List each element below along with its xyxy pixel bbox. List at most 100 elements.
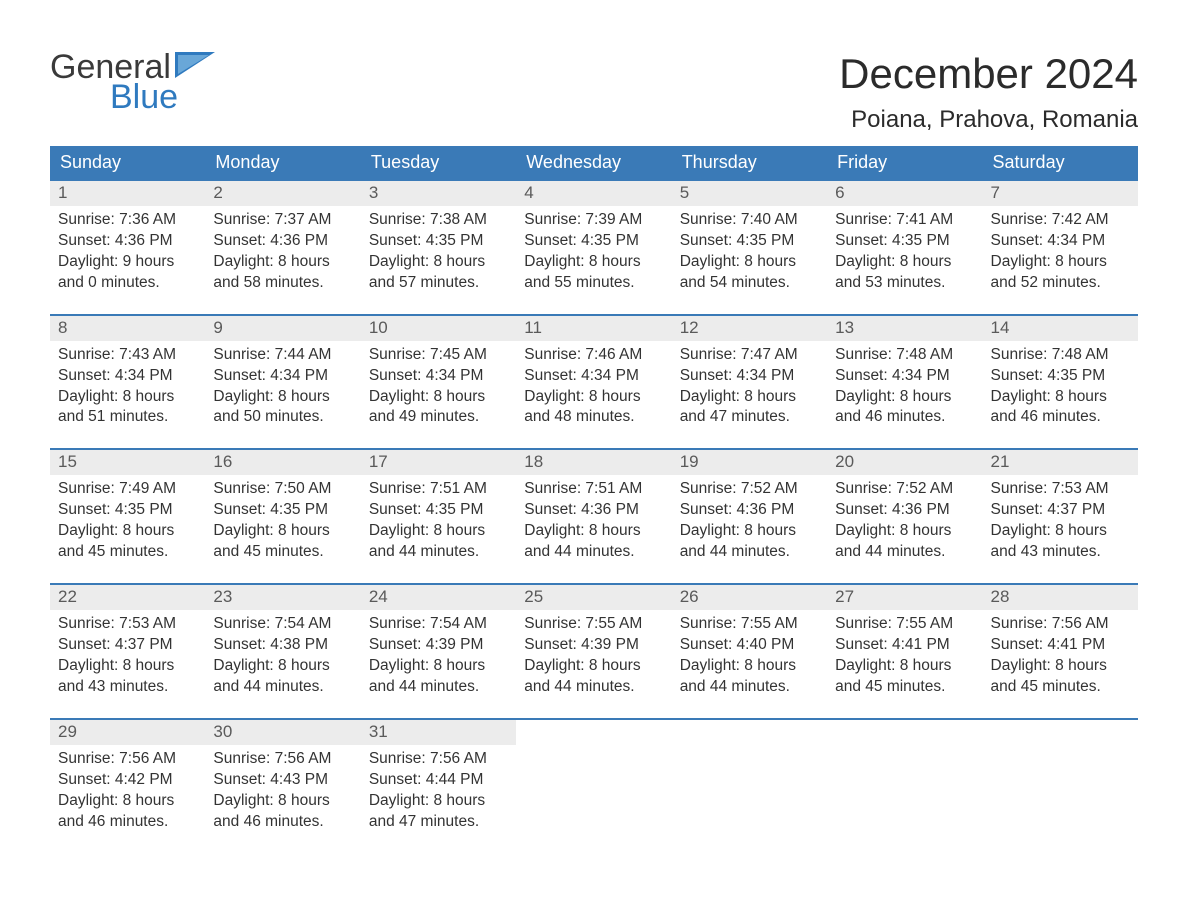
day-details: Sunrise: 7:53 AMSunset: 4:37 PMDaylight:…: [50, 610, 205, 718]
daylight-line-1: Daylight: 8 hours: [213, 791, 352, 812]
sunset-line: Sunset: 4:36 PM: [835, 500, 974, 521]
day-data-cell: Sunrise: 7:38 AMSunset: 4:35 PMDaylight:…: [361, 206, 516, 315]
sunrise-line: Sunrise: 7:54 AM: [213, 614, 352, 635]
weekday-header: Monday: [205, 146, 360, 180]
day-cell: 8: [50, 315, 205, 341]
title-block: December 2024 Poiana, Prahova, Romania: [839, 50, 1138, 134]
day-cell: 24: [361, 584, 516, 610]
sunrise-line: Sunrise: 7:51 AM: [369, 479, 508, 500]
day-details: Sunrise: 7:38 AMSunset: 4:35 PMDaylight:…: [361, 206, 516, 314]
week-data-row: Sunrise: 7:43 AMSunset: 4:34 PMDaylight:…: [50, 341, 1138, 450]
sunrise-line: Sunrise: 7:40 AM: [680, 210, 819, 231]
sunrise-line: Sunrise: 7:46 AM: [524, 345, 663, 366]
day-details: Sunrise: 7:45 AMSunset: 4:34 PMDaylight:…: [361, 341, 516, 449]
day-data-cell: Sunrise: 7:36 AMSunset: 4:36 PMDaylight:…: [50, 206, 205, 315]
sunrise-line: Sunrise: 7:37 AM: [213, 210, 352, 231]
sunrise-line: Sunrise: 7:36 AM: [58, 210, 197, 231]
day-number: [983, 720, 1138, 742]
day-data-cell: Sunrise: 7:53 AMSunset: 4:37 PMDaylight:…: [983, 475, 1138, 584]
sunset-line: Sunset: 4:37 PM: [58, 635, 197, 656]
sunrise-line: Sunrise: 7:45 AM: [369, 345, 508, 366]
daylight-line-1: Daylight: 8 hours: [58, 656, 197, 677]
daylight-line-1: Daylight: 8 hours: [680, 252, 819, 273]
daylight-line-1: Daylight: 8 hours: [524, 521, 663, 542]
daylight-line-2: and 46 minutes.: [835, 407, 974, 428]
header-row: General Blue December 2024 Poiana, Praho…: [50, 50, 1138, 134]
day-details: Sunrise: 7:56 AMSunset: 4:41 PMDaylight:…: [983, 610, 1138, 718]
day-details: Sunrise: 7:52 AMSunset: 4:36 PMDaylight:…: [827, 475, 982, 583]
day-number: 21: [983, 450, 1138, 475]
sunset-line: Sunset: 4:37 PM: [991, 500, 1130, 521]
sunrise-line: Sunrise: 7:56 AM: [991, 614, 1130, 635]
day-cell: 10: [361, 315, 516, 341]
sunset-line: Sunset: 4:36 PM: [680, 500, 819, 521]
day-number: 7: [983, 181, 1138, 206]
day-number: 3: [361, 181, 516, 206]
flag-icon: [175, 52, 215, 78]
sunrise-line: Sunrise: 7:48 AM: [991, 345, 1130, 366]
sunset-line: Sunset: 4:34 PM: [369, 366, 508, 387]
day-cell: 13: [827, 315, 982, 341]
sunrise-line: Sunrise: 7:49 AM: [58, 479, 197, 500]
day-cell: 9: [205, 315, 360, 341]
day-data-cell: Sunrise: 7:55 AMSunset: 4:39 PMDaylight:…: [516, 610, 671, 719]
day-cell: 15: [50, 449, 205, 475]
day-details: Sunrise: 7:50 AMSunset: 4:35 PMDaylight:…: [205, 475, 360, 583]
day-data-cell: [516, 745, 671, 853]
day-data-cell: [827, 745, 982, 853]
daylight-line-2: and 44 minutes.: [524, 677, 663, 698]
daylight-line-2: and 44 minutes.: [680, 542, 819, 563]
page-title: December 2024: [839, 50, 1138, 98]
daylight-line-1: Daylight: 8 hours: [524, 656, 663, 677]
day-data-cell: Sunrise: 7:56 AMSunset: 4:41 PMDaylight:…: [983, 610, 1138, 719]
day-details: Sunrise: 7:53 AMSunset: 4:37 PMDaylight:…: [983, 475, 1138, 583]
daylight-line-1: Daylight: 8 hours: [213, 656, 352, 677]
day-number: 16: [205, 450, 360, 475]
day-details: Sunrise: 7:48 AMSunset: 4:34 PMDaylight:…: [827, 341, 982, 449]
sunrise-line: Sunrise: 7:53 AM: [991, 479, 1130, 500]
day-cell: 2: [205, 180, 360, 206]
day-data-cell: Sunrise: 7:48 AMSunset: 4:35 PMDaylight:…: [983, 341, 1138, 450]
day-details: Sunrise: 7:55 AMSunset: 4:41 PMDaylight:…: [827, 610, 982, 718]
sunset-line: Sunset: 4:35 PM: [835, 231, 974, 252]
day-number: 13: [827, 316, 982, 341]
day-data-cell: Sunrise: 7:40 AMSunset: 4:35 PMDaylight:…: [672, 206, 827, 315]
daylight-line-2: and 44 minutes.: [369, 542, 508, 563]
day-data-cell: Sunrise: 7:47 AMSunset: 4:34 PMDaylight:…: [672, 341, 827, 450]
day-number: 28: [983, 585, 1138, 610]
sunrise-line: Sunrise: 7:47 AM: [680, 345, 819, 366]
daylight-line-1: Daylight: 8 hours: [58, 791, 197, 812]
daylight-line-1: Daylight: 8 hours: [991, 252, 1130, 273]
daylight-line-1: Daylight: 8 hours: [835, 656, 974, 677]
day-cell: [672, 719, 827, 745]
week-data-row: Sunrise: 7:36 AMSunset: 4:36 PMDaylight:…: [50, 206, 1138, 315]
day-number: 11: [516, 316, 671, 341]
sunset-line: Sunset: 4:41 PM: [835, 635, 974, 656]
day-data-cell: Sunrise: 7:48 AMSunset: 4:34 PMDaylight:…: [827, 341, 982, 450]
sunrise-line: Sunrise: 7:53 AM: [58, 614, 197, 635]
day-number: 24: [361, 585, 516, 610]
day-cell: 21: [983, 449, 1138, 475]
daylight-line-2: and 53 minutes.: [835, 273, 974, 294]
day-number: 20: [827, 450, 982, 475]
day-number: 29: [50, 720, 205, 745]
day-cell: 3: [361, 180, 516, 206]
day-data-cell: Sunrise: 7:51 AMSunset: 4:36 PMDaylight:…: [516, 475, 671, 584]
day-details: Sunrise: 7:47 AMSunset: 4:34 PMDaylight:…: [672, 341, 827, 449]
day-details: Sunrise: 7:44 AMSunset: 4:34 PMDaylight:…: [205, 341, 360, 449]
day-cell: 17: [361, 449, 516, 475]
daylight-line-2: and 46 minutes.: [213, 812, 352, 833]
day-number: 17: [361, 450, 516, 475]
sunrise-line: Sunrise: 7:55 AM: [524, 614, 663, 635]
day-number: 27: [827, 585, 982, 610]
day-number: [672, 720, 827, 742]
day-cell: [516, 719, 671, 745]
day-details: Sunrise: 7:51 AMSunset: 4:36 PMDaylight:…: [516, 475, 671, 583]
daylight-line-2: and 48 minutes.: [524, 407, 663, 428]
sunrise-line: Sunrise: 7:42 AM: [991, 210, 1130, 231]
calendar-table: SundayMondayTuesdayWednesdayThursdayFrid…: [50, 146, 1138, 852]
day-cell: 14: [983, 315, 1138, 341]
daylight-line-1: Daylight: 8 hours: [835, 521, 974, 542]
sunset-line: Sunset: 4:35 PM: [524, 231, 663, 252]
daylight-line-2: and 47 minutes.: [369, 812, 508, 833]
